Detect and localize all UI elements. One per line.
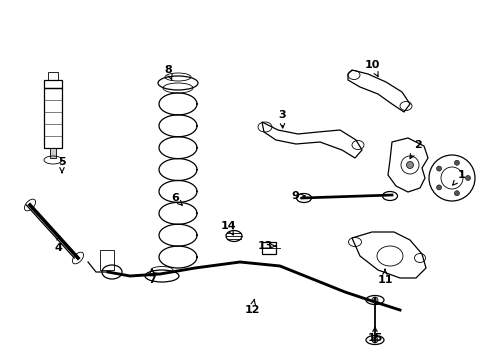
Bar: [100, 250, 114, 270]
Circle shape: [437, 185, 441, 190]
Text: 12: 12: [244, 300, 260, 315]
Text: 9: 9: [291, 191, 305, 201]
Circle shape: [407, 162, 414, 168]
Bar: [48, 72, 58, 80]
Circle shape: [454, 191, 460, 196]
Text: 13: 13: [257, 241, 275, 251]
Text: 7: 7: [148, 269, 156, 285]
Circle shape: [466, 176, 470, 180]
Text: 4: 4: [54, 236, 62, 253]
Text: 8: 8: [164, 65, 172, 80]
Text: 15: 15: [368, 327, 383, 343]
Text: 3: 3: [278, 110, 286, 128]
Text: 10: 10: [364, 60, 380, 76]
Circle shape: [372, 337, 378, 343]
Text: 1: 1: [453, 170, 466, 185]
Bar: [50, 148, 56, 158]
Bar: [44, 80, 62, 88]
Text: 5: 5: [58, 157, 66, 173]
Circle shape: [454, 160, 460, 165]
Circle shape: [437, 166, 441, 171]
Text: 6: 6: [171, 193, 182, 205]
Text: 2: 2: [410, 140, 422, 158]
Bar: [44, 88, 62, 148]
Text: 11: 11: [377, 269, 393, 285]
Text: 14: 14: [220, 221, 236, 235]
Circle shape: [372, 297, 378, 303]
